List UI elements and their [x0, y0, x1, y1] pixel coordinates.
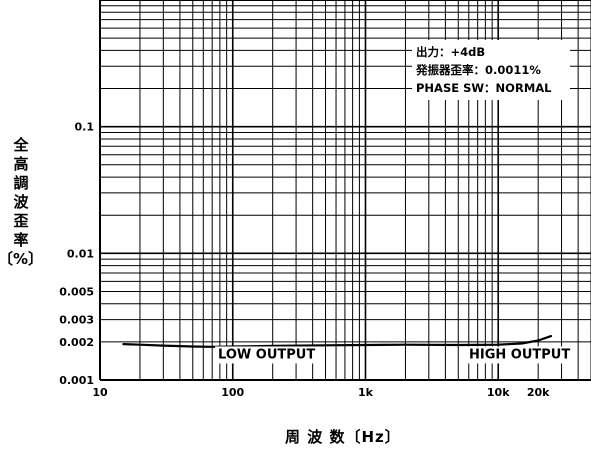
x-tick-label: 20k [527, 386, 550, 399]
y-axis-label-char: 全 [13, 136, 29, 154]
y-tick-label: 0.01 [67, 247, 94, 260]
annotation-label: HIGH OUTPUT [469, 347, 570, 362]
y-tick-label: 0.003 [59, 314, 94, 327]
annotation-label: LOW OUTPUT [218, 347, 315, 362]
y-axis-label-char: 波 [13, 193, 29, 211]
legend-output-level: 出力：+4dB [416, 45, 486, 59]
legend-oscillator-distortion: 発振器歪率：0.0011% [416, 63, 541, 77]
y-axis-label-char: 高 [13, 155, 29, 173]
x-axis-label: 周 波 数〔Hz〕 [285, 428, 401, 446]
y-axis-label-char: 調 [13, 174, 29, 192]
grid [99, 0, 591, 381]
y-tick-label: 0.1 [75, 121, 95, 134]
x-tick-labels: 10 100 1k 10k 20k [92, 386, 550, 399]
y-axis-label-char: 率 [13, 231, 29, 249]
series-line [122, 335, 553, 348]
annotation-background [466, 346, 574, 364]
y-tick-labels: 0.1 0.01 0.005 0.003 0.002 0.001 [59, 121, 94, 387]
x-tick-label: 10 [92, 386, 108, 399]
x-tick-label: 100 [221, 386, 244, 399]
y-tick-label: 0.002 [59, 336, 94, 349]
x-tick-label: 10k [487, 386, 510, 399]
y-axis-label-char: 歪 [13, 212, 29, 230]
legend: 出力：+4dB 発振器歪率：0.0011% PHASE SW：NORMAL [412, 40, 570, 100]
y-axis-label: 全 高 調 波 歪 率 〔%〕 [0, 136, 43, 269]
series-layer [122, 335, 553, 348]
annotation-background [215, 346, 319, 364]
annotations: LOW OUTPUT HIGH OUTPUT [215, 346, 574, 364]
y-axis-unit: 〔%〕 [0, 250, 44, 268]
y-tick-label: 0.001 [59, 374, 94, 387]
y-tick-label: 0.005 [59, 285, 94, 298]
x-tick-label: 1k [358, 386, 374, 399]
legend-phase-switch: PHASE SW：NORMAL [416, 81, 552, 95]
